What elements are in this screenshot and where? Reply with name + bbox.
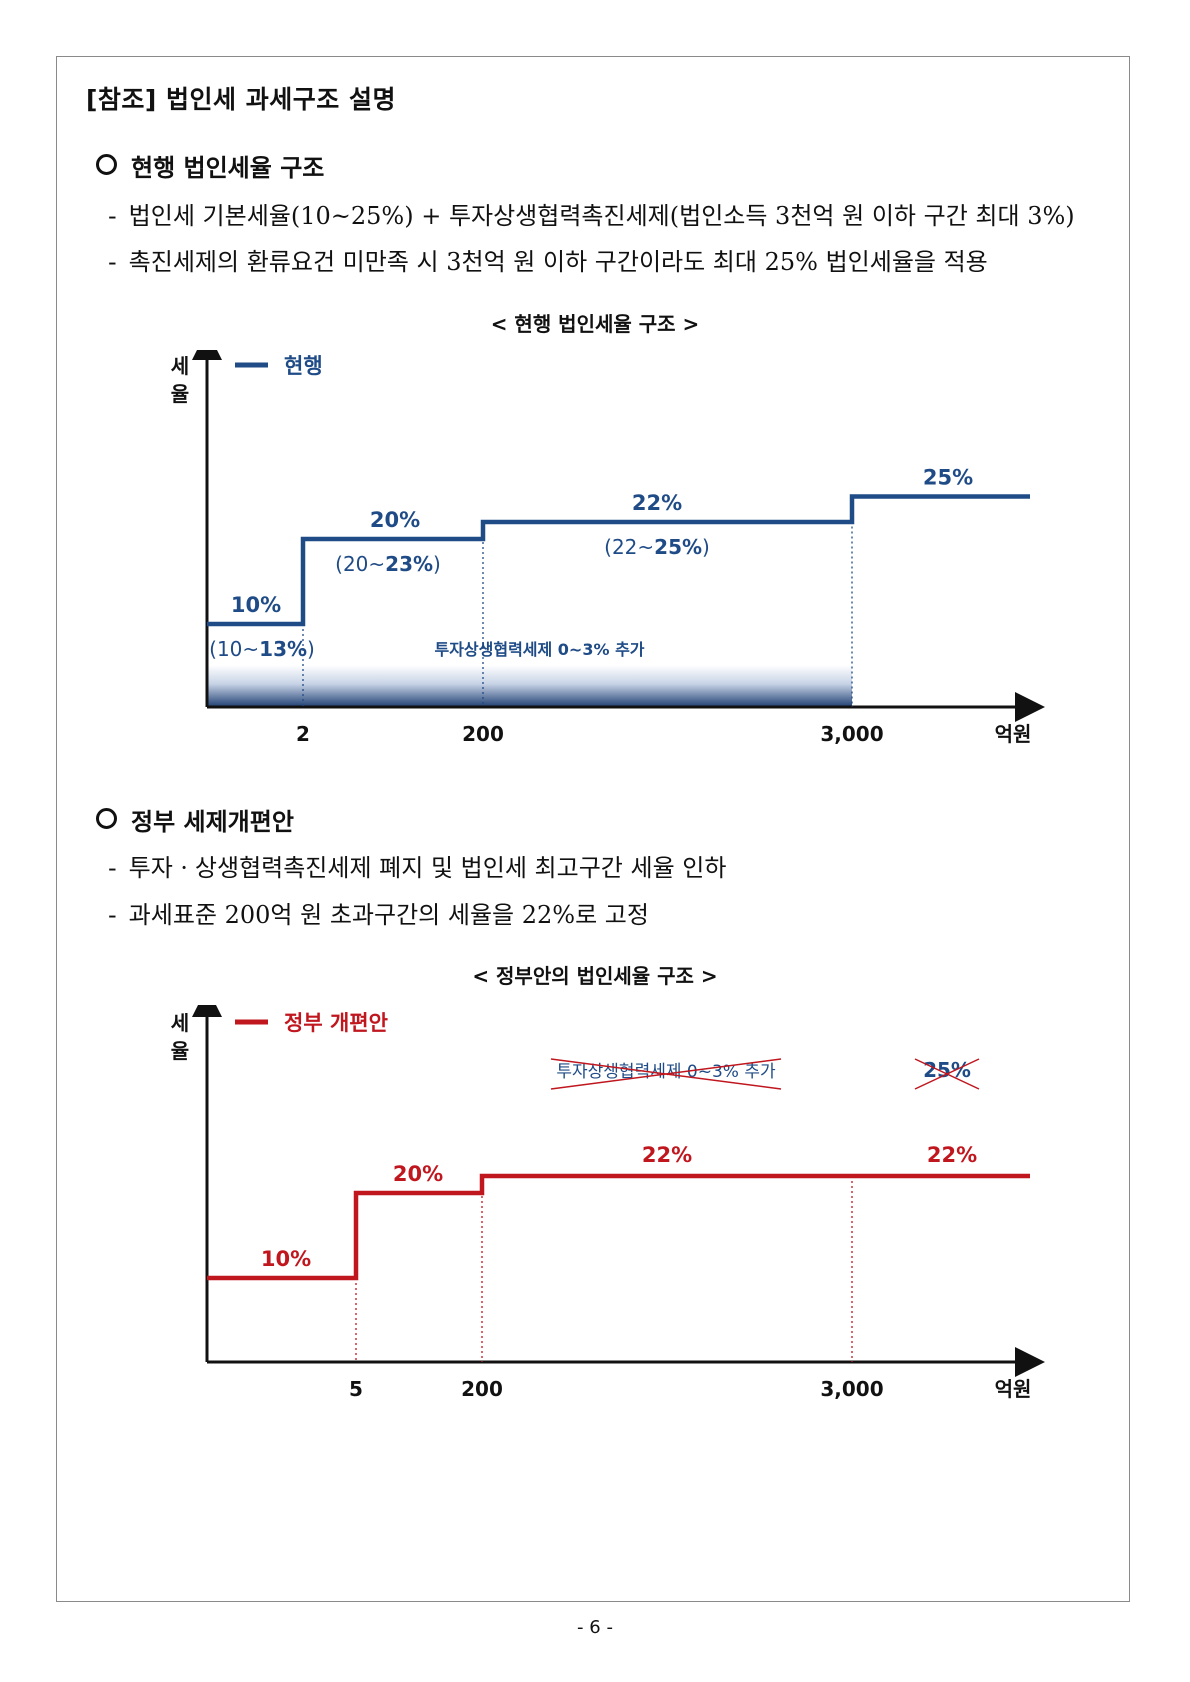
y-axis-label: 세	[171, 354, 189, 378]
strike-line	[550, 1058, 782, 1090]
rate-label: 25%	[923, 466, 973, 490]
rate-label: 22%	[632, 491, 682, 515]
section2-item: - 과세표준 200억 원 초과구간의 세율을 22%로 고정	[108, 895, 649, 930]
dash-bullet: -	[108, 202, 117, 230]
series-step-line	[207, 1173, 1030, 1281]
proposed-tax-rate-chart: 세율 정부 개편안 5 200 3,000 억원 10% 20% 22% 22% 투자상생협력세제 …	[171, 1005, 1045, 1401]
current-tax-rate-chart: 투자상생협력세제 0~3% 추가 세율 현행 2 200 3,000 억원 10% 20% 22%…	[171, 350, 1045, 746]
legend-label: 현행	[284, 354, 323, 378]
x-tick-label: 5	[349, 1377, 363, 1401]
x-tick-label: 3,000	[820, 1377, 883, 1401]
dash-bullet: -	[108, 901, 117, 929]
section1-item-text: 법인세 기본세율(10~25%) + 투자상생협력촉진세제(법인소득 3천억 원…	[128, 202, 1075, 230]
rate-label: 20%	[393, 1162, 443, 1186]
series-step-line	[207, 494, 1030, 627]
y-axis-label: 세	[171, 1011, 189, 1035]
section1-item: - 촉진세제의 환류요건 미만족 시 3천억 원 이하 구간이라도 최대 25% …	[108, 242, 988, 277]
rate-label: 22%	[927, 1143, 977, 1167]
hollow-circle-bullet-icon	[96, 808, 117, 829]
legend-label: 정부 개편안	[284, 1011, 388, 1035]
section1-heading-text: 현행 법인세율 구조	[131, 154, 325, 182]
document-title: [참조] 법인세 과세구조 설명	[86, 85, 396, 114]
rate-label: 10%	[231, 593, 281, 617]
surcharge-band	[207, 665, 852, 707]
rate-range-label: (10~13%)	[209, 637, 315, 661]
chart1-caption: < 현행 법인세율 구조 >	[490, 312, 700, 336]
band-label: 투자상생협력세제 0~3% 추가	[434, 640, 644, 659]
section1-heading: 현행 법인세율 구조	[96, 148, 324, 183]
section1-item: - 법인세 기본세율(10~25%) + 투자상생협력촉진세제(법인소득 3천억 …	[108, 196, 1075, 231]
hollow-circle-bullet-icon	[96, 154, 117, 175]
y-axis-label: 율	[171, 1039, 189, 1063]
page-number: - 6 -	[577, 1617, 613, 1638]
rate-range-label: (20~23%)	[335, 552, 441, 576]
section2-heading-text: 정부 세제개편안	[131, 808, 294, 836]
chart2-caption: < 정부안의 법인세율 구조 >	[472, 964, 718, 988]
x-axis-unit: 억원	[995, 722, 1032, 746]
rate-label: 10%	[261, 1247, 311, 1271]
rate-range-label: (22~25%)	[604, 535, 710, 559]
rate-label: 20%	[370, 508, 420, 532]
section2-heading: 정부 세제개편안	[96, 802, 294, 837]
page-border	[56, 56, 1130, 1602]
struck-label: 투자상생협력세제 0~3% 추가	[556, 1062, 776, 1082]
dash-bullet: -	[108, 854, 117, 882]
section2-item-text: 과세표준 200억 원 초과구간의 세율을 22%로 고정	[128, 901, 649, 929]
x-tick-label: 200	[461, 1377, 503, 1401]
strike-line	[914, 1058, 980, 1090]
x-axis-unit: 억원	[995, 1377, 1032, 1401]
struck-label: 25%	[923, 1058, 971, 1082]
x-tick-label: 2	[296, 722, 310, 746]
section1-item-text: 촉진세제의 환류요건 미만족 시 3천억 원 이하 구간이라도 최대 25% 법…	[128, 248, 988, 276]
section2-item-text: 투자ㆍ상생협력촉진세제 폐지 및 법인세 최고구간 세율 인하	[128, 854, 727, 882]
dash-bullet: -	[108, 248, 117, 276]
section2-item: - 투자ㆍ상생협력촉진세제 폐지 및 법인세 최고구간 세율 인하	[108, 848, 726, 883]
x-tick-label: 3,000	[820, 722, 883, 746]
x-tick-label: 200	[462, 722, 504, 746]
y-axis-label: 율	[171, 382, 189, 406]
rate-label: 22%	[642, 1143, 692, 1167]
